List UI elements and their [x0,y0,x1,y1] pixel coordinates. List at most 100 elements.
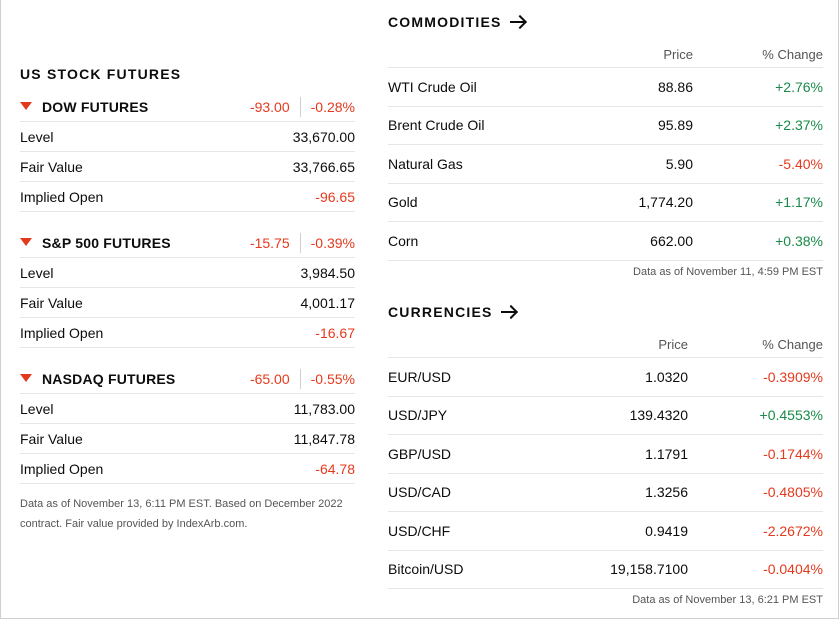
future-percent: -0.28% [310,98,355,115]
table-row[interactable]: USD/CAD 1.3256 -0.4805% [388,474,823,512]
arrow-right-icon[interactable] [509,16,526,28]
future-name[interactable]: S&P 500 FUTURES [42,234,171,251]
currencies-title-link[interactable]: CURRENCIES [388,302,823,322]
future-change: -65.00 [249,370,290,387]
currency-pair[interactable]: USD/CAD [388,484,452,501]
commodities-title[interactable]: COMMODITIES [388,14,502,30]
future-percent: -0.55% [310,370,355,387]
row-label: Implied Open [20,188,104,205]
row-value: 33,670.00 [292,128,355,145]
table-header: Price % Change [388,42,823,68]
currency-price: 1.1791 [645,445,688,462]
table-row[interactable]: Brent Crude Oil 95.89 +2.37% [388,107,823,145]
arrow-right-icon[interactable] [500,306,517,318]
table-row[interactable]: GBP/USD 1.1791 -0.1744% [388,435,823,474]
commodity-name[interactable]: Brent Crude Oil [388,117,485,134]
currencies-data-note: Data as of November 13, 6:21 PM EST [632,594,823,606]
header-price: Price [663,47,693,62]
future-name[interactable]: DOW FUTURES [42,98,149,115]
row-label: Level [20,264,54,281]
futures-section-title: US STOCK FUTURES [20,66,182,82]
commodity-price: 88.86 [657,78,693,95]
row-value: -64.78 [315,460,355,477]
currency-change: -0.3909% [763,368,823,385]
commodity-price: 1,774.20 [638,194,694,211]
table-row[interactable]: Bitcoin/USD 19,158.7100 -0.0404% [388,551,823,589]
row-label: Implied Open [20,460,104,477]
table-header: Price % Change [388,332,823,358]
fair-value-row: Fair Value 4,001.17 [20,288,355,318]
row-label: Fair Value [20,430,83,447]
down-triangle-icon [20,373,32,382]
currencies-title[interactable]: CURRENCIES [388,304,493,320]
currency-pair[interactable]: Bitcoin/USD [388,561,464,578]
commodity-change: +0.38% [775,232,823,249]
commodities-panel: COMMODITIES Price % Change WTI Crude Oil… [388,12,823,278]
row-label: Level [20,128,54,145]
currency-pair[interactable]: USD/JPY [388,407,448,424]
down-triangle-icon [20,101,32,110]
currency-change: -0.0404% [763,561,823,578]
sp500-futures: S&P 500 FUTURES -15.75 -0.39% Level 3,984… [20,228,355,348]
future-header[interactable]: NASDAQ FUTURES -65.00 -0.55% [20,364,355,394]
commodity-name[interactable]: WTI Crude Oil [388,78,477,95]
commodity-price: 5.90 [665,155,693,172]
row-value: 11,783.00 [293,400,355,417]
implied-open-row: Implied Open -16.67 [20,318,355,348]
header-change: % Change [762,47,823,62]
commodities-title-link[interactable]: COMMODITIES [388,12,823,32]
currency-change: -0.4805% [763,484,823,501]
currency-price: 1.0320 [645,368,688,385]
currency-pair[interactable]: EUR/USD [388,368,452,385]
table-row[interactable]: Corn 662.00 +0.38% [388,222,823,261]
future-name[interactable]: NASDAQ FUTURES [42,370,176,387]
us-stock-futures-panel: US STOCK FUTURES DOW FUTURES -93.00 -0.2… [20,66,355,534]
row-label: Implied Open [20,324,104,341]
commodity-price: 662.00 [650,232,693,249]
divider [299,368,301,389]
table-row[interactable]: USD/CHF 0.9419 -2.2672% [388,512,823,551]
table-row[interactable]: USD/JPY 139.4320 +0.4553% [388,397,823,435]
commodity-change: +2.37% [775,117,823,134]
commodity-name[interactable]: Natural Gas [388,155,463,172]
divider [299,232,301,253]
row-value: -16.67 [315,324,355,341]
row-value: -96.65 [315,188,355,205]
table-row[interactable]: Natural Gas 5.90 -5.40% [388,145,823,184]
future-percent: -0.39% [310,234,355,251]
row-label: Level [20,400,54,417]
currency-change: -2.2672% [763,522,823,539]
future-change: -93.00 [249,98,290,115]
row-label: Fair Value [20,294,83,311]
currency-change: +0.4553% [759,407,823,424]
commodity-change: +2.76% [775,78,823,95]
implied-open-row: Implied Open -96.65 [20,182,355,212]
currency-price: 139.4320 [629,407,688,424]
future-header[interactable]: DOW FUTURES -93.00 -0.28% [20,92,355,122]
level-row: Level 33,670.00 [20,122,355,152]
nasdaq-futures: NASDAQ FUTURES -65.00 -0.55% Level 11,783… [20,364,355,484]
currency-pair[interactable]: USD/CHF [388,522,451,539]
commodities-data-note: Data as of November 11, 4:59 PM EST [633,265,823,278]
table-row[interactable]: EUR/USD 1.0320 -0.3909% [388,358,823,397]
future-header[interactable]: S&P 500 FUTURES -15.75 -0.39% [20,228,355,258]
row-value: 11,847.78 [293,430,355,447]
commodity-change: +1.17% [775,194,823,211]
table-row[interactable]: Gold 1,774.20 +1.17% [388,184,823,222]
header-change: % Change [762,337,823,352]
currency-pair[interactable]: GBP/USD [388,445,452,462]
level-row: Level 3,984.50 [20,258,355,288]
commodity-name[interactable]: Corn [388,232,419,249]
futures-data-note: Data as of November 13, 6:11 PM EST. Bas… [20,498,343,530]
table-row[interactable]: WTI Crude Oil 88.86 +2.76% [388,68,823,107]
header-price: Price [658,337,688,352]
commodity-change: -5.40% [778,155,823,172]
currencies-panel: CURRENCIES Price % Change EUR/USD 1.0320 -… [388,302,823,606]
currency-price: 1.3256 [645,484,688,501]
row-label: Fair Value [20,158,83,175]
currency-price: 19,158.7100 [610,561,688,578]
commodity-price: 95.89 [657,117,693,134]
commodity-name[interactable]: Gold [388,194,418,211]
dow-futures: DOW FUTURES -93.00 -0.28% Level 33,670.00… [20,92,355,212]
currency-price: 0.9419 [645,522,688,539]
